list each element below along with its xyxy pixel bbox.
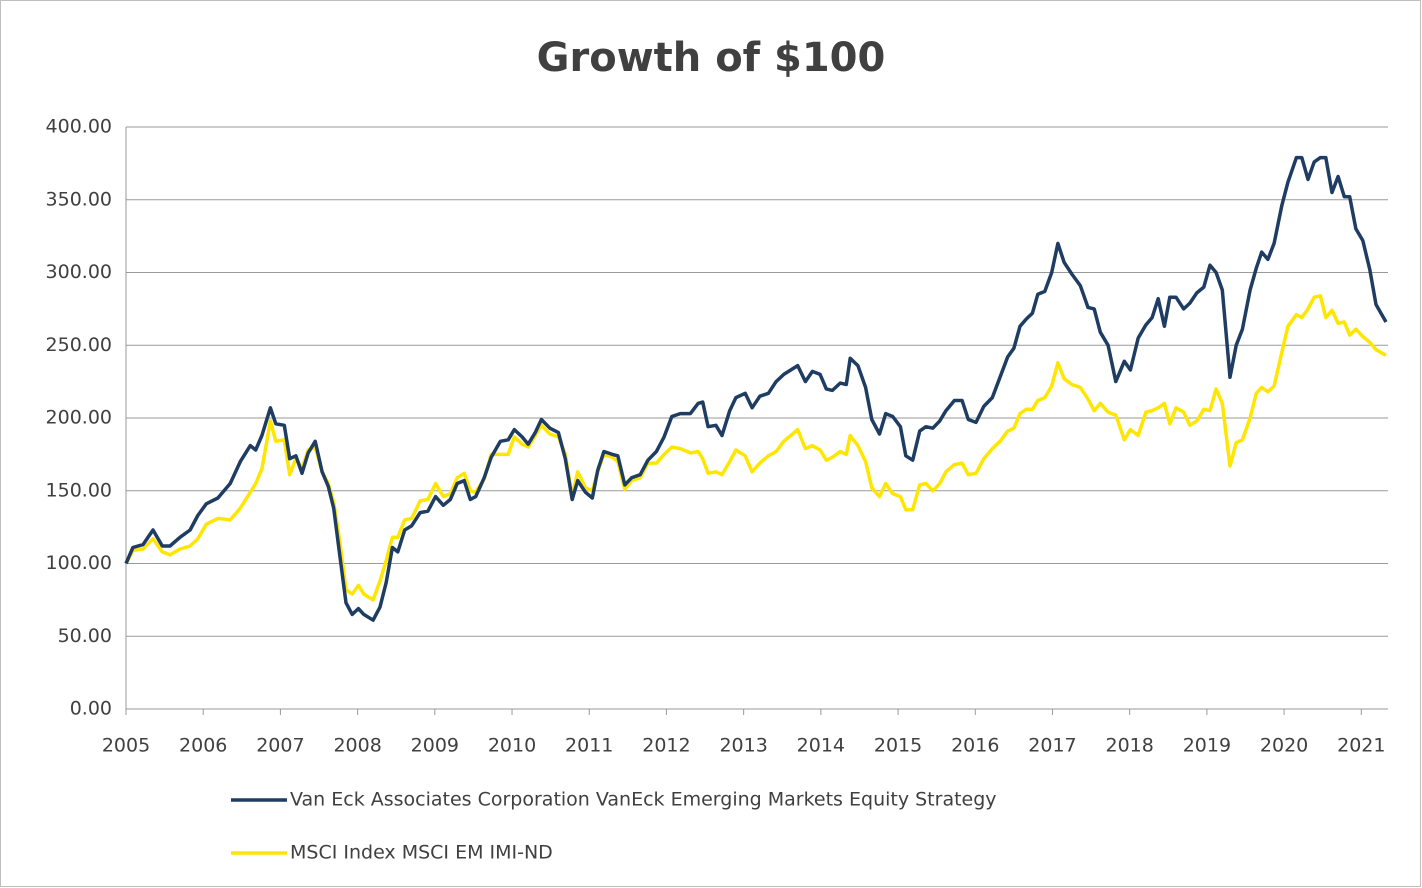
y-tick-label: 400.00: [46, 116, 112, 138]
series-line: [124, 155, 1388, 622]
x-tick-label: 2020: [1260, 735, 1308, 757]
x-tick-label: 2009: [411, 735, 459, 757]
x-tick-label: 2013: [719, 735, 767, 757]
x-tick-label: 2019: [1183, 735, 1231, 757]
y-tick-label: 200.00: [46, 407, 112, 429]
y-tick-label: 50.00: [58, 625, 112, 647]
x-tick-label: 2006: [179, 735, 227, 757]
series-line: [124, 294, 1387, 602]
y-tick-label: 250.00: [46, 334, 112, 356]
x-tick-label: 2016: [951, 735, 999, 757]
x-tick-label: 2012: [642, 735, 690, 757]
chart-title: Growth of $100: [537, 35, 886, 81]
legend-label: MSCI Index MSCI EM IMI-ND: [290, 842, 553, 864]
y-tick-label: 100.00: [46, 552, 112, 574]
y-tick-label: 350.00: [46, 188, 112, 210]
x-tick-label: 2018: [1105, 735, 1153, 757]
y-tick-label: 300.00: [46, 261, 112, 283]
x-tick-label: 2007: [256, 735, 304, 757]
x-tick-label: 2011: [565, 735, 613, 757]
x-tick-label: 2015: [874, 735, 922, 757]
x-tick-label: 2017: [1028, 735, 1076, 757]
y-tick-label: 0.00: [70, 698, 112, 720]
x-tick-label: 2008: [333, 735, 381, 757]
x-tick-label: 2014: [797, 735, 845, 757]
x-tick-label: 2010: [488, 735, 536, 757]
x-tick-label: 2021: [1337, 735, 1385, 757]
x-tick-label: 2005: [102, 735, 150, 757]
y-tick-label: 150.00: [46, 479, 112, 501]
legend-label: Van Eck Associates Corporation VanEck Em…: [290, 789, 997, 811]
